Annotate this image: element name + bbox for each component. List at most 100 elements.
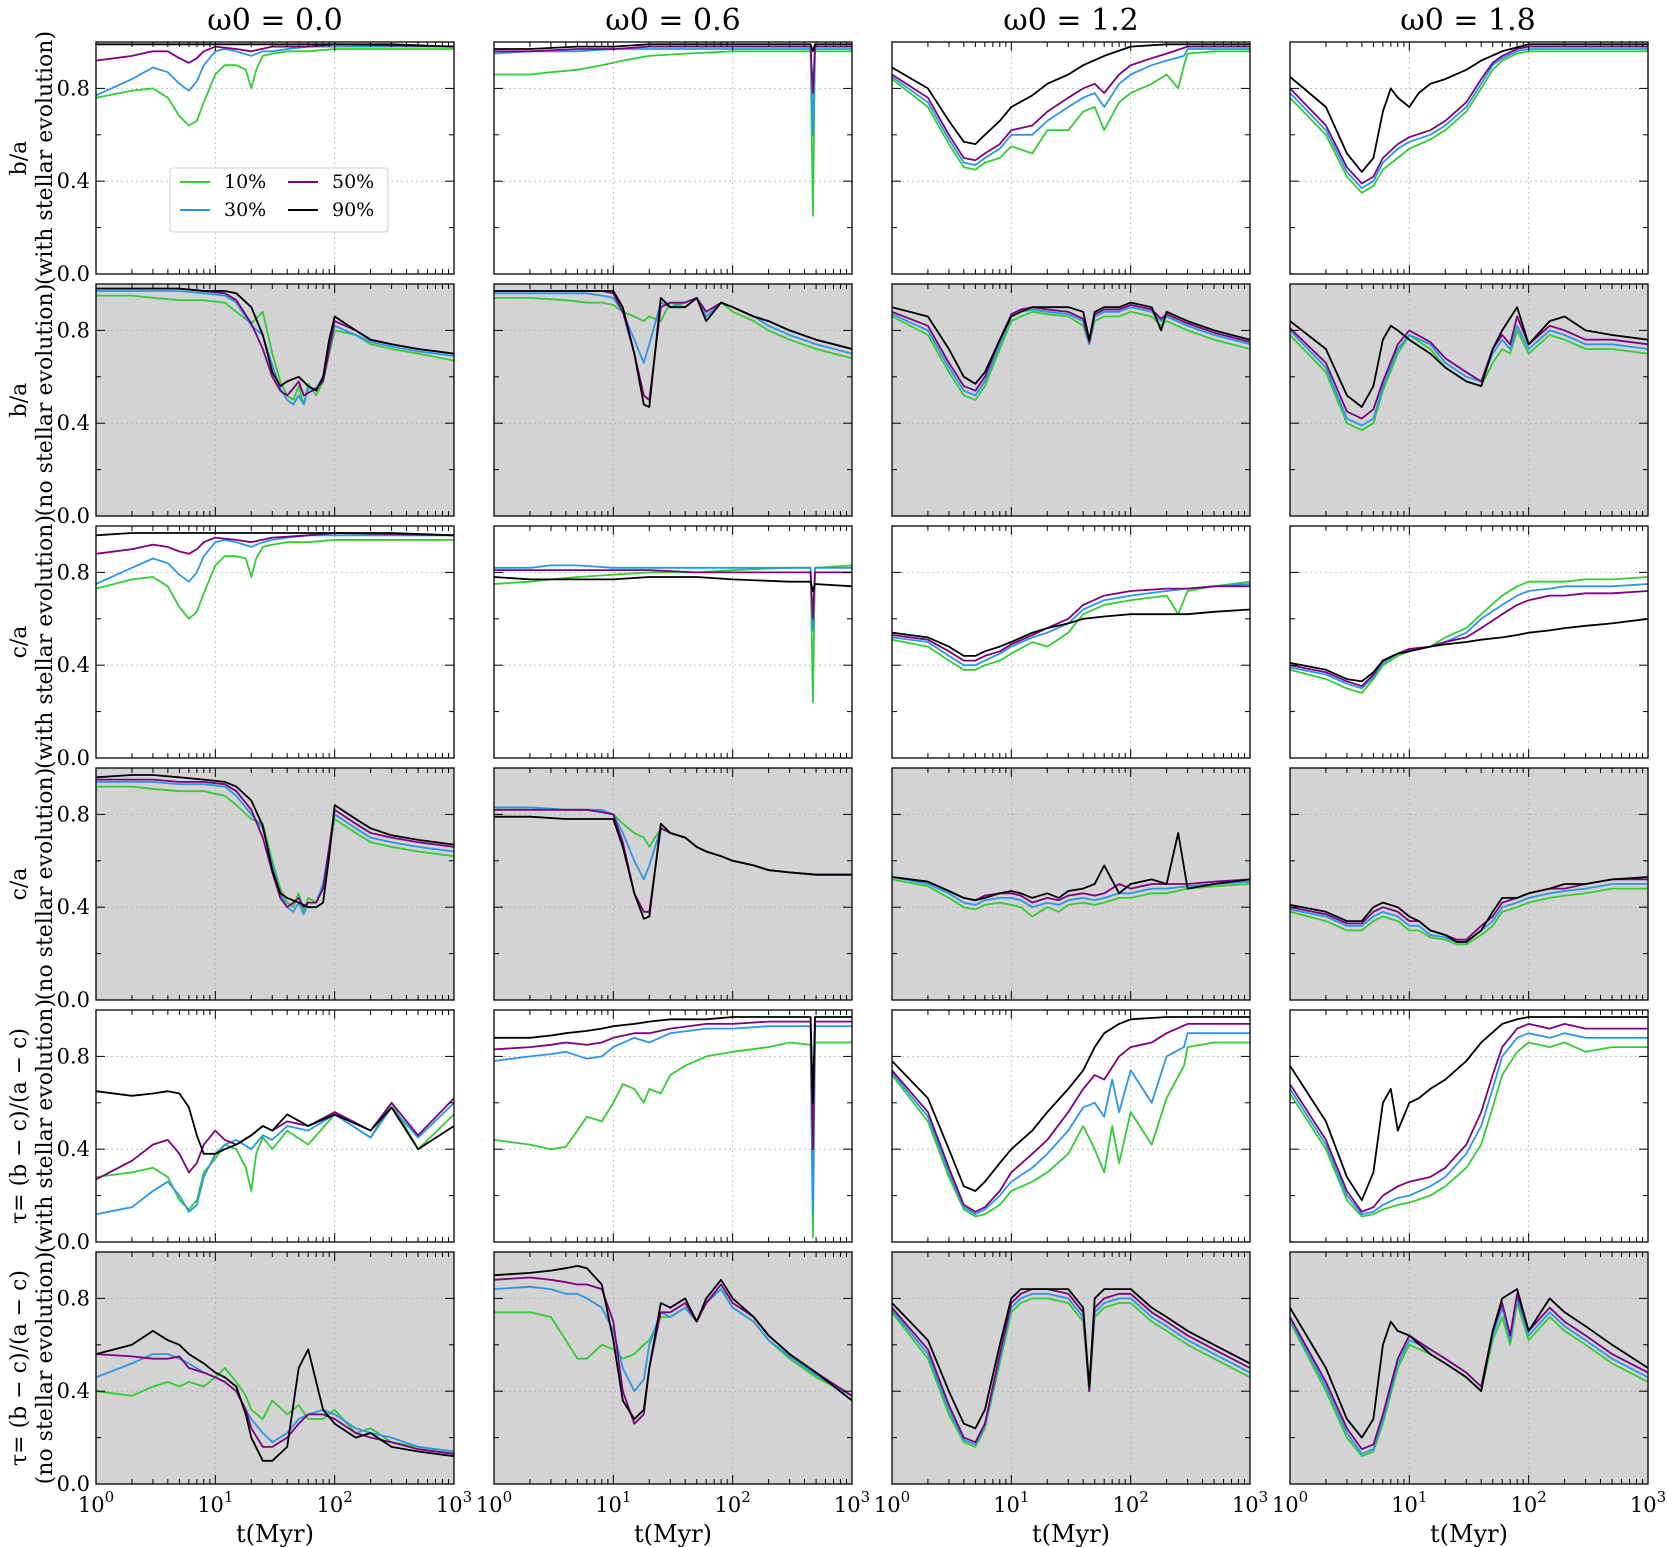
panels: 0.00.40.80.00.40.80.00.40.80.00.40.80.00…: [57, 41, 1666, 1547]
legend-label: 50%: [332, 171, 374, 193]
panel-frame: [493, 283, 853, 517]
series-line-50pct: [96, 778, 455, 909]
panel: 0.0 0.4 0.8: [57, 283, 455, 528]
series-line-90pct: [1289, 1288, 1649, 1439]
series-line-50pct: [95, 1353, 455, 1455]
panel-frame: [1289, 41, 1649, 275]
series-line-30pct: [493, 48, 852, 136]
y-tick-label: 0.8: [57, 318, 90, 342]
series-line-90pct: [494, 1016, 852, 1104]
series-line-90pct: [95, 1330, 455, 1462]
series-line-30pct: [96, 781, 455, 916]
column-titles: ω0 = 0.0 ω0 = 0.6 ω0 = 1.2 ω0 = 1.8: [207, 3, 1535, 38]
panel: [1289, 1009, 1649, 1243]
x-tick-label: 100: [874, 1488, 910, 1517]
series-line-50pct: [1289, 1292, 1649, 1451]
panel-background: [96, 42, 454, 274]
panel-background: [96, 1010, 454, 1242]
series-line-30pct: [1289, 48, 1648, 190]
x-tick-label: 103: [436, 1488, 472, 1517]
panel: [891, 1009, 1251, 1243]
panel: [1289, 767, 1649, 1001]
row-label-quantity: c/a: [7, 868, 32, 901]
row-label-quantity: τ= (b − c)/(a − c): [7, 1270, 32, 1466]
row-label-quantity: c/a: [7, 626, 32, 659]
panel: 100 101 102 103 t(Myr): [874, 1251, 1268, 1547]
x-axis-label: t(Myr): [634, 1520, 712, 1547]
legend-box: [169, 167, 389, 233]
panel-frame: [1289, 1251, 1649, 1485]
row-label-condition: (with stellar evolution): [33, 999, 58, 1253]
series-line-30pct: [891, 48, 1250, 166]
column-title: ω0 = 1.2: [1003, 3, 1138, 38]
y-tick-label: 0.0: [57, 504, 90, 528]
series-line-30pct: [1289, 324, 1649, 427]
y-tick-label: 0.8: [57, 1286, 90, 1310]
series-line-90pct: [891, 1016, 1250, 1192]
panel-background: [1290, 1252, 1648, 1484]
panel: [493, 525, 853, 759]
row-label-condition: (no stellar evolution): [33, 284, 58, 517]
y-tick-label: 0.8: [57, 802, 90, 826]
series-line-90pct: [891, 832, 1251, 902]
series-line-50pct: [891, 1288, 1251, 1444]
x-tick-label: 103: [834, 1488, 870, 1517]
series-line-30pct: [95, 1102, 455, 1216]
series-line-30pct: [891, 876, 1251, 909]
panel: 0.0 0.4 0.8 100 101 102 103 t(Myr): [57, 1251, 472, 1547]
series-line-50pct: [1289, 315, 1649, 420]
panel-background: [1290, 42, 1648, 274]
series-line-10pct: [1289, 50, 1648, 194]
series-line-30pct: [891, 306, 1251, 397]
y-tick-label: 0.8: [57, 1044, 90, 1068]
series-line-90pct: [891, 43, 1250, 145]
panel-background: [494, 284, 852, 516]
x-axis-label: t(Myr): [236, 1520, 314, 1547]
panel-background: [494, 1010, 852, 1242]
panel-background: [96, 284, 454, 516]
column-title: ω0 = 0.6: [605, 3, 740, 38]
x-tick-label: 101: [1391, 1488, 1427, 1517]
panel-frame: [891, 41, 1251, 275]
row-label-condition: (no stellar evolution): [33, 1252, 58, 1485]
series-line-90pct: [96, 287, 455, 392]
y-tick-label: 0.4: [57, 653, 90, 677]
x-axis-label: t(Myr): [1430, 1520, 1508, 1547]
y-tick-label: 0.4: [57, 1379, 90, 1403]
panel-background: [494, 768, 852, 1000]
panel: 100 101 102 103 t(Myr): [1272, 1251, 1666, 1547]
y-tick-label: 0.4: [57, 895, 90, 919]
panel-frame: [493, 41, 853, 275]
panel-frame: [1289, 767, 1649, 1001]
series-line-90pct: [1289, 306, 1649, 408]
panel: 0.0 0.4 0.8: [57, 767, 455, 1012]
series-line-90pct: [1289, 1016, 1648, 1202]
panel-frame: [493, 1009, 853, 1243]
x-tick-label: 100: [476, 1488, 512, 1517]
panel-frame: [493, 525, 853, 759]
panel-background: [1290, 768, 1648, 1000]
legend-label: 10%: [224, 171, 266, 193]
series-line-90pct: [494, 815, 852, 920]
panel-background: [1290, 284, 1648, 516]
series-line-90pct: [891, 1288, 1251, 1430]
x-tick-label: 101: [993, 1488, 1029, 1517]
column-title: ω0 = 1.8: [1400, 3, 1535, 38]
panel-frame: [95, 767, 455, 1001]
panel-background: [494, 42, 852, 274]
panel-frame: [95, 1251, 455, 1485]
panel-frame: [891, 283, 1251, 517]
panel-frame: [1289, 1009, 1649, 1243]
panel: [1289, 283, 1649, 517]
series-line-50pct: [891, 304, 1251, 392]
series-line-30pct: [891, 583, 1251, 667]
panel-frame: [891, 1009, 1251, 1243]
panel-frame: [95, 1009, 455, 1243]
panel-frame: [891, 525, 1251, 759]
row-label-quantity: b/a: [7, 141, 32, 176]
panel-frame: [95, 41, 455, 275]
row-label-quantity: τ= (b − c)/(a − c): [7, 1028, 32, 1224]
panel: [891, 525, 1251, 759]
panel-frame: [493, 1251, 853, 1485]
